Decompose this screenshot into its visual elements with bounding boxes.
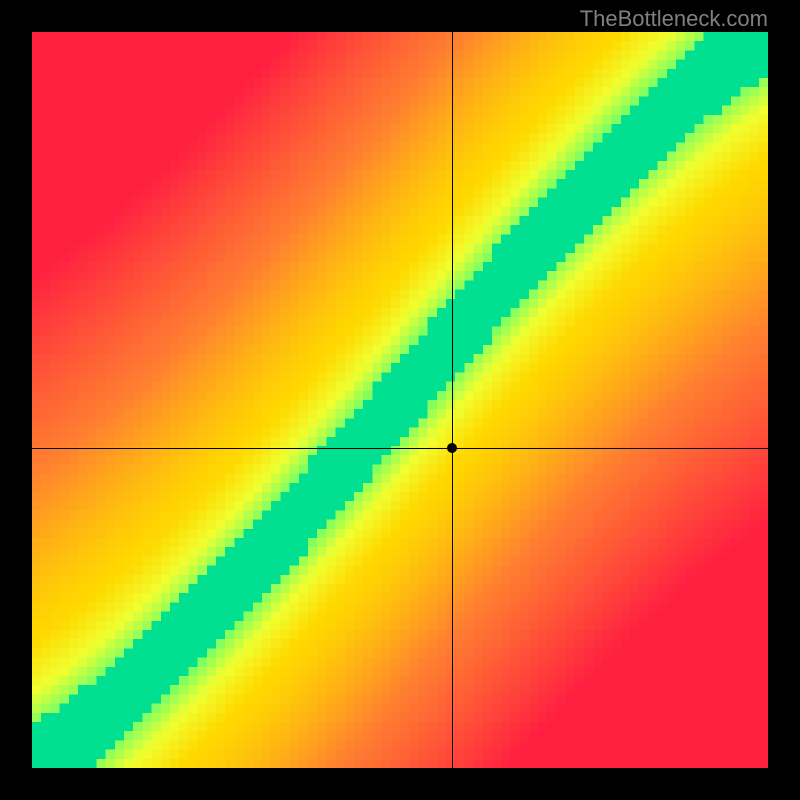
crosshair-vertical bbox=[452, 32, 453, 768]
crosshair-horizontal bbox=[32, 448, 768, 449]
watermark-text: TheBottleneck.com bbox=[580, 6, 768, 32]
marker-dot bbox=[447, 443, 457, 453]
heatmap-canvas bbox=[32, 32, 768, 768]
chart-plot-area bbox=[32, 32, 768, 768]
